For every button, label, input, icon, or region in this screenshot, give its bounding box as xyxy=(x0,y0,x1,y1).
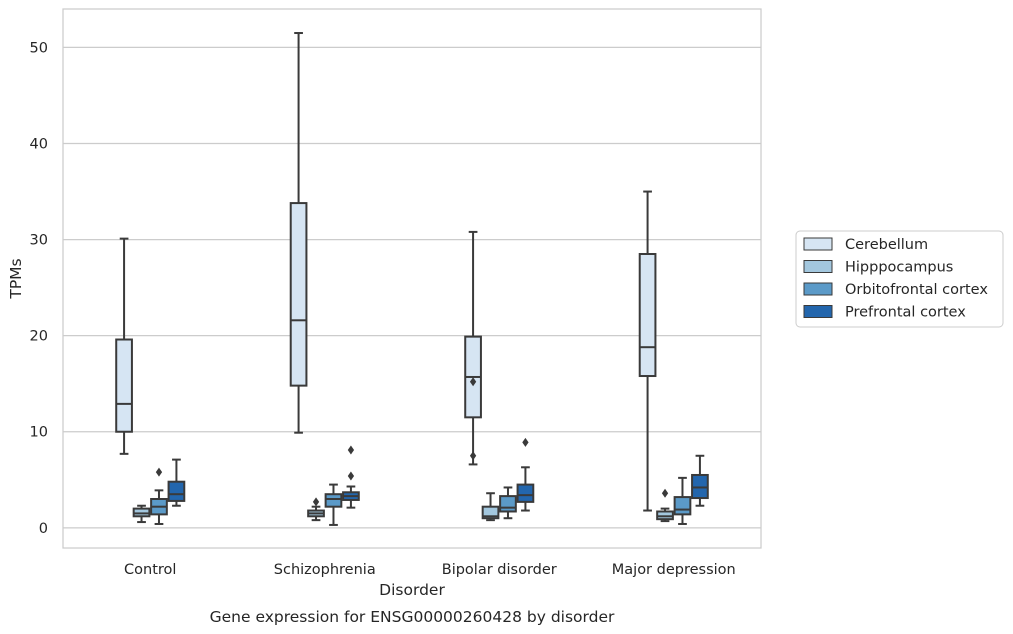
box-prefrontal-cortex-bipolar-disorder xyxy=(516,437,535,512)
outlier-point xyxy=(155,467,163,477)
outlier-point xyxy=(469,451,477,461)
box-cerebellum-bipolar-disorder xyxy=(464,230,482,466)
x-axis-label: Disorder xyxy=(379,581,445,599)
box-prefrontal-cortex-major-depression xyxy=(691,454,709,507)
box-hipppocampus-major-depression xyxy=(656,488,674,523)
box-prefrontal-cortex-schizophrenia xyxy=(342,445,360,509)
box-cerebellum-schizophrenia xyxy=(289,32,308,434)
box-iqr xyxy=(289,202,308,387)
box-iqr xyxy=(324,493,343,508)
box-iqr xyxy=(638,253,657,378)
y-tick-label: 0 xyxy=(39,521,48,537)
box-iqr xyxy=(516,483,535,503)
box-cerebellum-major-depression xyxy=(638,190,657,512)
plot-area-frame xyxy=(62,8,762,549)
x-tick-labels: Control Schizophrenia Bipolar disorder Majo… xyxy=(124,562,736,578)
outlier-point xyxy=(312,497,320,507)
legend-label: Hipppocampus xyxy=(845,260,953,276)
x-tick-label: Bipolar disorder xyxy=(442,562,557,578)
legend-swatch xyxy=(803,305,833,318)
outlier-point xyxy=(347,471,355,481)
x-tick-label: Major depression xyxy=(612,562,736,578)
y-tick-label: 40 xyxy=(30,137,48,153)
box-orbitofrontal-cortex-schizophrenia xyxy=(324,483,343,526)
box-iqr xyxy=(167,480,186,502)
box-iqr xyxy=(115,338,133,433)
legend-box xyxy=(795,230,1004,328)
legend-label: Prefrontal cortex xyxy=(845,305,966,321)
legend-label: Orbitofrontal cortex xyxy=(845,282,988,298)
legend-label: Cerebellum xyxy=(845,237,928,253)
box-prefrontal-cortex-control xyxy=(167,458,186,507)
legend-swatch xyxy=(803,237,833,251)
legend-swatch xyxy=(803,282,833,296)
y-gridlines xyxy=(63,46,761,529)
box-hipppocampus-bipolar-disorder xyxy=(481,492,500,522)
box-hipppocampus-schizophrenia xyxy=(307,497,325,522)
box-orbitofrontal-cortex-bipolar-disorder xyxy=(499,486,517,520)
y-tick-label: 10 xyxy=(30,425,48,441)
box-plot-marks xyxy=(115,32,709,526)
box-hipppocampus-control xyxy=(132,504,151,524)
box-iqr xyxy=(499,495,517,513)
y-tick-labels: 0 10 20 30 40 50 xyxy=(30,40,48,536)
y-tick-label: 20 xyxy=(30,329,48,345)
y-tick-label: 50 xyxy=(30,40,48,56)
legend-swatch xyxy=(803,260,833,273)
y-axis-label: TPMs xyxy=(7,258,25,299)
outlier-point xyxy=(522,437,529,447)
y-tick-label: 30 xyxy=(30,233,48,249)
legend: Cerebellum Hipppocampus Orbitofrontal cort… xyxy=(795,230,1004,328)
outlier-point xyxy=(469,377,477,387)
box-orbitofrontal-cortex-control xyxy=(150,467,168,525)
outlier-point xyxy=(661,488,669,498)
box-orbitofrontal-cortex-major-depression xyxy=(673,476,692,525)
x-tick-label: Control xyxy=(124,562,176,578)
x-tick-label: Schizophrenia xyxy=(274,562,376,578)
box-cerebellum-control xyxy=(115,237,133,455)
chart-caption: Gene expression for ENSG00000260428 by d… xyxy=(210,608,615,626)
outlier-point xyxy=(347,445,355,455)
box-iqr xyxy=(673,496,692,516)
box-iqr xyxy=(481,505,500,520)
